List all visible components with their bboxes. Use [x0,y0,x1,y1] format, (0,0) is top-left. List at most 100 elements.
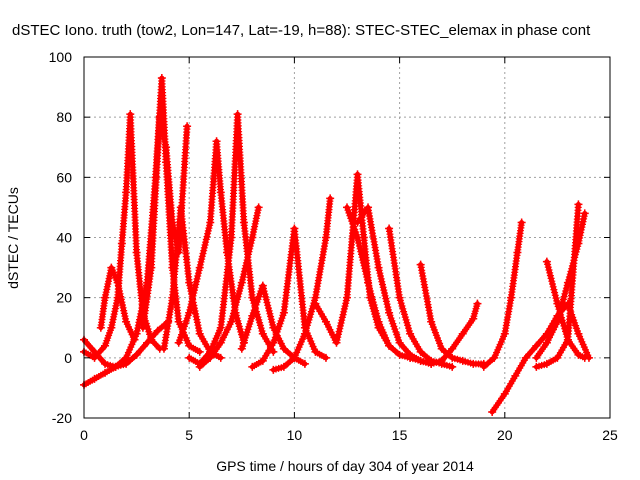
data-point-22-3 [563,335,572,344]
y-tick-label-6: 100 [49,49,73,65]
data-point-5-5 [132,350,141,359]
x-tick-label-4: 20 [497,427,513,443]
series-markers-18 [480,219,526,371]
data-point-15-2 [406,329,415,338]
data-point-2-2 [101,359,110,368]
data-point-11-1 [279,362,288,371]
series-10 [248,224,330,371]
data-point-13-1 [353,233,362,242]
data-point-2-1 [90,347,99,356]
data-point-7-8 [258,329,267,338]
series-6 [174,137,248,347]
data-point-17-2 [427,359,436,368]
series-19 [488,299,593,416]
data-point-22-4 [574,200,583,209]
data-point-6-2 [195,263,204,272]
data-point-3-2 [155,113,164,122]
series-1 [96,263,139,344]
y-tick-label-3: 40 [56,230,72,246]
data-point-10-0 [248,362,257,371]
data-point-17-7 [473,299,482,308]
data-point-9-2 [258,281,267,290]
data-point-9-1 [248,311,257,320]
x-tick-label-3: 15 [392,427,408,443]
data-point-4-2 [176,203,185,212]
data-point-19-4 [532,341,541,350]
data-point-10-3 [279,308,288,317]
data-point-19-3 [521,353,530,362]
data-point-9-4 [279,344,288,353]
data-point-0-7 [126,110,135,119]
data-point-8-2 [216,338,225,347]
data-point-2-5 [132,329,141,338]
data-point-10-7 [321,353,330,362]
data-point-7-4 [227,233,236,242]
data-point-5-8 [164,317,173,326]
data-point-16-5 [469,359,478,368]
data-point-1-2 [107,263,116,272]
data-point-14-4 [395,338,404,347]
series-8 [195,203,263,371]
data-point-6-5 [216,188,225,197]
data-point-7-3 [216,323,225,332]
data-point-5-2 [101,368,110,377]
data-point-17-5 [458,329,467,338]
data-point-8-6 [254,203,263,212]
data-point-0-5 [117,239,126,248]
data-point-2-12 [185,341,194,350]
ticks-layer: 0 5 10 15 20 25 -20 0 20 40 60 80 100 [49,49,618,443]
data-point-3-4 [168,218,177,227]
data-point-15-3 [416,347,425,356]
series-line-13 [344,204,413,361]
data-point-15-6 [448,362,457,371]
data-point-14-1 [364,203,373,212]
data-point-19-8 [574,329,583,338]
data-point-19-2 [511,371,520,380]
data-point-13-0 [343,203,351,212]
data-point-8-5 [248,233,257,242]
x-tick-label-5: 25 [602,427,618,443]
data-point-11-6 [326,194,335,203]
series-17 [406,299,482,368]
data-point-5-1 [90,374,99,383]
data-point-10-6 [311,347,320,356]
data-point-12-4 [353,170,362,179]
data-point-11-0 [269,365,278,374]
data-point-3-0 [138,323,147,332]
data-point-16-2 [437,344,446,353]
data-point-18-1 [490,353,499,362]
data-point-7-5 [233,110,242,119]
data-point-0-3 [107,323,116,332]
series-11 [269,194,335,374]
series-markers-13 [343,203,414,362]
data-point-18-4 [513,248,522,257]
data-point-13-3 [374,317,383,326]
data-point-11-2 [290,353,299,362]
data-point-19-0 [488,407,497,416]
data-point-5-3 [111,362,120,371]
data-point-7-7 [248,293,257,302]
data-point-15-1 [395,293,404,302]
series-9 [237,281,309,368]
y-tick-label-0: -20 [52,410,72,426]
y-tick-label-4: 60 [56,169,72,185]
chart-title: dSTEC Iono. truth (tow2, Lon=147, Lat=-1… [12,22,591,39]
data-point-0-2 [101,341,110,350]
data-point-9-0 [237,344,246,353]
data-point-2-11 [174,317,183,326]
data-point-3-1 [147,263,156,272]
data-point-5-7 [153,326,162,335]
data-point-19-1 [500,389,509,398]
x-tick-label-1: 5 [185,427,193,443]
data-point-18-3 [507,293,516,302]
data-point-17-1 [416,356,425,365]
data-point-13-2 [364,278,373,287]
data-point-7-0 [185,353,194,362]
data-point-14-0 [353,218,362,227]
series-7 [185,110,278,368]
data-point-11-3 [300,329,309,338]
data-point-12-2 [332,338,341,347]
data-point-14-2 [374,263,383,272]
data-point-2-13 [195,347,204,356]
data-point-20-0 [532,353,541,362]
